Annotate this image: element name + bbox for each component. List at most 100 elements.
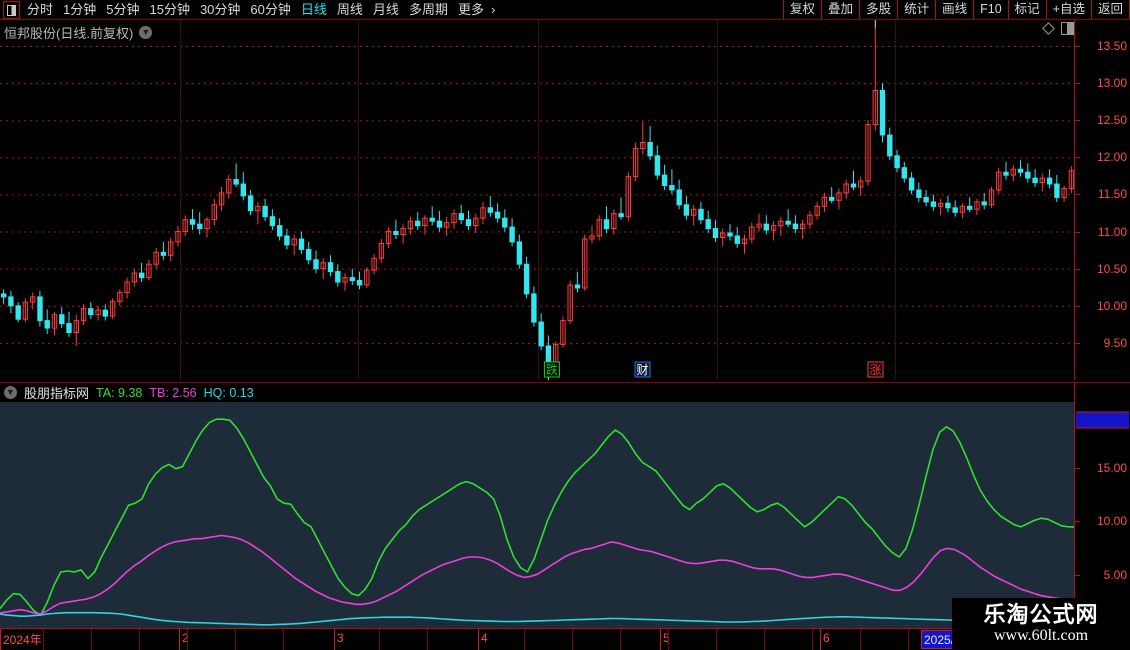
period-tab-10[interactable]: 更多 [457, 2, 484, 17]
svg-text:13.74: 13.74 [891, 20, 924, 21]
date-axis-tickmark-minor [572, 629, 573, 650]
indicator-axis-tickmark [1075, 575, 1080, 577]
indicator-value-tb: TB: 2.56 [149, 385, 197, 400]
price-axis[interactable]: 13.50 13.00 12.50 12.00 11.50 11.00 10.50 10.00… [1074, 20, 1130, 380]
price-axis-tickmark [1075, 120, 1080, 122]
period-tab-1[interactable]: 1分钟 [63, 2, 97, 17]
date-axis-tickmark-minor [379, 629, 380, 650]
indicator-pane: ▼ 股朋指标网 TA: 9.38 TB: 2.56 HQ: 0.13 [0, 382, 1130, 628]
date-axis-label: 2024年 [3, 633, 42, 647]
indicator-plot[interactable] [0, 402, 1076, 628]
svg-text:涨: 涨 [869, 362, 881, 377]
date-axis-tickmark-minor [91, 629, 92, 650]
date-axis-tickmark [820, 629, 821, 650]
f10-button[interactable]: F10 [973, 0, 1009, 19]
watermark-en: www.60lt.com [993, 627, 1089, 644]
indicator-header: ▼ 股朋指标网 TA: 9.38 TB: 2.56 HQ: 0.13 [0, 382, 1075, 402]
date-axis-tickmark-minor [908, 629, 909, 650]
return-button[interactable]: 返回 [1090, 0, 1130, 19]
indicator-axis-tick: 10.00 [1096, 514, 1127, 529]
diamond-icon[interactable] [1042, 22, 1055, 35]
chevron-right-icon[interactable]: › [490, 2, 496, 17]
duogu-button[interactable]: 多股 [859, 0, 899, 19]
svg-text:财: 财 [636, 363, 648, 377]
date-axis-tickmark [660, 629, 661, 650]
price-axis-tick: 10.50 [1096, 261, 1127, 276]
period-tab-0[interactable]: 分时 [27, 2, 54, 17]
date-axis-tickmark-minor [860, 629, 861, 650]
price-axis-tickmark [1075, 194, 1080, 196]
watermark-cn: 乐淘公式网 [983, 602, 1099, 627]
period-tab-8[interactable]: 月线 [372, 2, 399, 17]
date-axis-tickmark-minor [764, 629, 765, 650]
price-axis-tick: 13.50 [1096, 38, 1127, 53]
price-axis-tick: 11.50 [1097, 187, 1127, 202]
chevron-down-circle-icon[interactable]: ▼ [4, 386, 17, 399]
date-axis-tickmark-minor [187, 629, 188, 650]
indicator-axis-tickmark [1075, 521, 1080, 523]
add-zixuan-button[interactable]: +自选 [1045, 0, 1092, 19]
period-tabs: 分时 1分钟 5分钟 15分钟 30分钟 60分钟 日线 周线 月线 多周期 更… [0, 0, 500, 19]
date-axis-tickmark-minor [620, 629, 621, 650]
svg-text:跌: 跌 [546, 362, 558, 377]
biaoji-button[interactable]: 标记 [1007, 0, 1047, 19]
page-title: 恒邦股份(日线.前复权) [4, 26, 134, 41]
price-axis-tick: 12.50 [1096, 113, 1127, 128]
date-axis-tickmark-minor [524, 629, 525, 650]
price-axis-tickmark [1075, 268, 1080, 270]
price-axis-tick: 9.50 [1103, 335, 1127, 350]
indicator-value-hq: HQ: 0.13 [203, 385, 254, 400]
period-tab-5[interactable]: 60分钟 [250, 2, 291, 17]
indicator-name: 股朋指标网 [24, 386, 90, 401]
toolbar-actions: 复权 叠加 多股 统计 画线 F10 标记 +自选 返回 [783, 0, 1130, 19]
price-chart-pane: 恒邦股份(日线.前复权) ▼ 13.749.11跌财涨 [0, 20, 1130, 380]
panel-toggle-icon[interactable] [3, 1, 20, 19]
price-axis-tick: 12.00 [1096, 150, 1127, 165]
period-tab-7[interactable]: 周线 [336, 2, 363, 17]
price-axis-tickmark [1075, 231, 1080, 233]
panel-icon[interactable] [1061, 22, 1074, 35]
date-axis-label: 4 [481, 631, 488, 645]
price-axis-tickmark [1075, 83, 1080, 85]
indicator-axis-tick: 5.00 [1103, 568, 1127, 583]
indicator-axis[interactable]: 15.00 10.00 5.00 [1074, 382, 1130, 628]
indicator-axis-highlight [1076, 411, 1129, 429]
date-axis-tickmark-minor [139, 629, 140, 650]
date-axis-tickmark [179, 629, 180, 650]
watermark: 乐淘公式网 www.60lt.com [952, 598, 1130, 650]
date-axis-label: 3 [337, 631, 344, 645]
indicator-axis-tick: 15.00 [1096, 460, 1127, 475]
diejia-button[interactable]: 叠加 [821, 0, 861, 19]
tongji-button[interactable]: 统计 [897, 0, 937, 19]
fuquan-button[interactable]: 复权 [783, 0, 823, 19]
period-tab-6[interactable]: 日线 [300, 2, 327, 17]
date-axis-label: 6 [823, 631, 830, 645]
period-tab-3[interactable]: 15分钟 [149, 2, 190, 17]
date-axis-tickmark-minor [235, 629, 236, 650]
pane-corner-icons [1042, 22, 1074, 35]
huaxian-button[interactable]: 画线 [935, 0, 975, 19]
date-axis-tickmark [478, 629, 479, 650]
price-axis-tick: 11.00 [1097, 224, 1127, 239]
indicator-axis-tickmark [1075, 467, 1080, 469]
date-axis-tickmark [334, 629, 335, 650]
chart-title-bar: 恒邦股份(日线.前复权) ▼ [4, 23, 153, 42]
date-axis-label: 5 [663, 631, 670, 645]
date-axis-tickmark [0, 629, 1, 650]
date-axis-tickmark-minor [427, 629, 428, 650]
period-tab-4[interactable]: 30分钟 [199, 2, 241, 17]
indicator-value-ta: TA: 9.38 [96, 385, 143, 400]
date-axis-tickmark-minor [43, 629, 44, 650]
period-tab-9[interactable]: 多周期 [408, 2, 448, 17]
price-axis-tickmark [1075, 305, 1080, 307]
chevron-down-circle-icon[interactable]: ▼ [139, 26, 153, 39]
candlestick-plot[interactable]: 13.749.11跌财涨 [0, 20, 1075, 380]
date-axis-tickmark-minor [716, 629, 717, 650]
date-axis-tickmark-minor [283, 629, 284, 650]
price-axis-tick: 10.00 [1096, 298, 1127, 313]
period-tab-2[interactable]: 5分钟 [106, 2, 140, 17]
price-axis-tick: 13.00 [1096, 76, 1127, 91]
date-axis-label: 2 [182, 631, 189, 645]
top-toolbar: 分时 1分钟 5分钟 15分钟 30分钟 60分钟 日线 周线 月线 多周期 更… [0, 0, 1130, 20]
